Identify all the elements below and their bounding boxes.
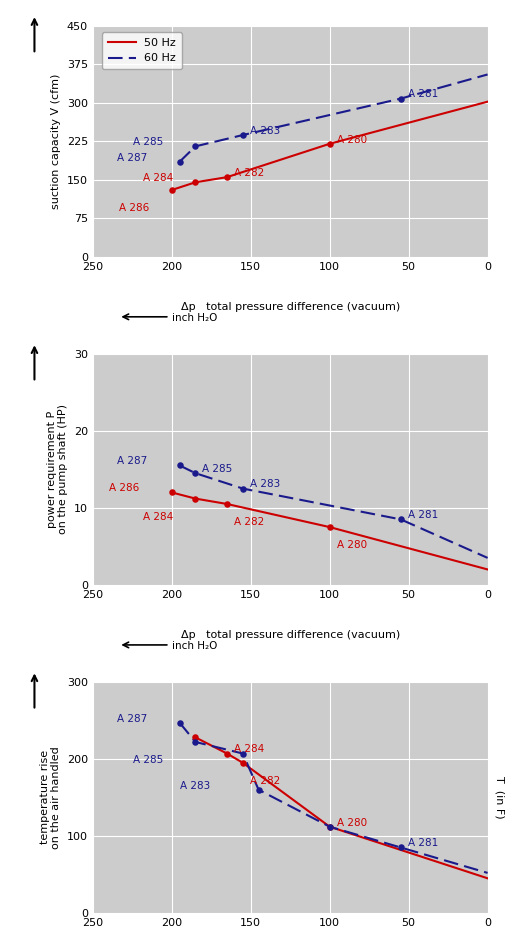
Point [396,840,405,855]
Text: A 286: A 286 [119,204,149,213]
Text: A 280: A 280 [337,540,367,550]
Text: A 283: A 283 [180,781,210,790]
Text: A 285: A 285 [133,755,163,765]
Text: Δp   total pressure difference (vacuum): Δp total pressure difference (vacuum) [181,630,400,640]
Text: A 284: A 284 [143,512,173,522]
Text: inch H₂O: inch H₂O [172,642,217,651]
Point [238,481,247,496]
Text: A 287: A 287 [117,713,147,724]
Text: A 286: A 286 [109,483,139,494]
Text: A 287: A 287 [117,152,147,163]
Point [191,729,200,745]
Point [325,819,334,834]
Y-axis label: power requirement P
on the pump shaft (HP): power requirement P on the pump shaft (H… [47,404,68,534]
Point [191,139,200,154]
Text: Δp   total pressure difference (vacuum): Δp total pressure difference (vacuum) [181,301,400,312]
Point [191,734,200,749]
Point [167,183,176,198]
Point [175,154,184,169]
Text: A 284: A 284 [234,745,264,754]
Y-axis label: suction capacity V (cfm): suction capacity V (cfm) [51,73,61,209]
Point [254,782,263,797]
Point [238,755,247,770]
Point [175,457,184,473]
Text: A 281: A 281 [408,839,438,848]
Text: inch H₂O: inch H₂O [172,313,217,323]
Y-axis label: temperature rise
on the air handled: temperature rise on the air handled [40,746,61,849]
Legend: 50 Hz, 60 Hz: 50 Hz, 60 Hz [102,32,182,69]
Point [238,127,247,143]
Point [223,169,231,184]
Point [191,175,200,190]
Text: A 281: A 281 [408,89,438,100]
Text: A 280: A 280 [337,818,367,827]
Point [396,512,405,527]
Point [167,485,176,500]
Point [223,746,231,761]
Point [191,491,200,506]
Point [325,136,334,151]
Point [191,466,200,481]
Text: A 282: A 282 [234,517,264,527]
Text: A 284: A 284 [143,173,173,184]
Point [396,91,405,107]
Point [325,519,334,534]
Point [238,746,247,761]
Y-axis label: T  (in F): T (in F) [494,776,504,819]
Point [223,496,231,512]
Text: A 282: A 282 [250,776,280,786]
Text: A 283: A 283 [250,126,280,136]
Point [175,715,184,730]
Text: A 281: A 281 [408,511,438,520]
Text: A 287: A 287 [117,456,147,466]
Text: A 285: A 285 [133,137,163,147]
Text: A 282: A 282 [234,168,264,178]
Text: A 280: A 280 [337,135,367,145]
Text: A 285: A 285 [202,464,233,474]
Text: A 283: A 283 [250,479,280,490]
Point [325,819,334,834]
